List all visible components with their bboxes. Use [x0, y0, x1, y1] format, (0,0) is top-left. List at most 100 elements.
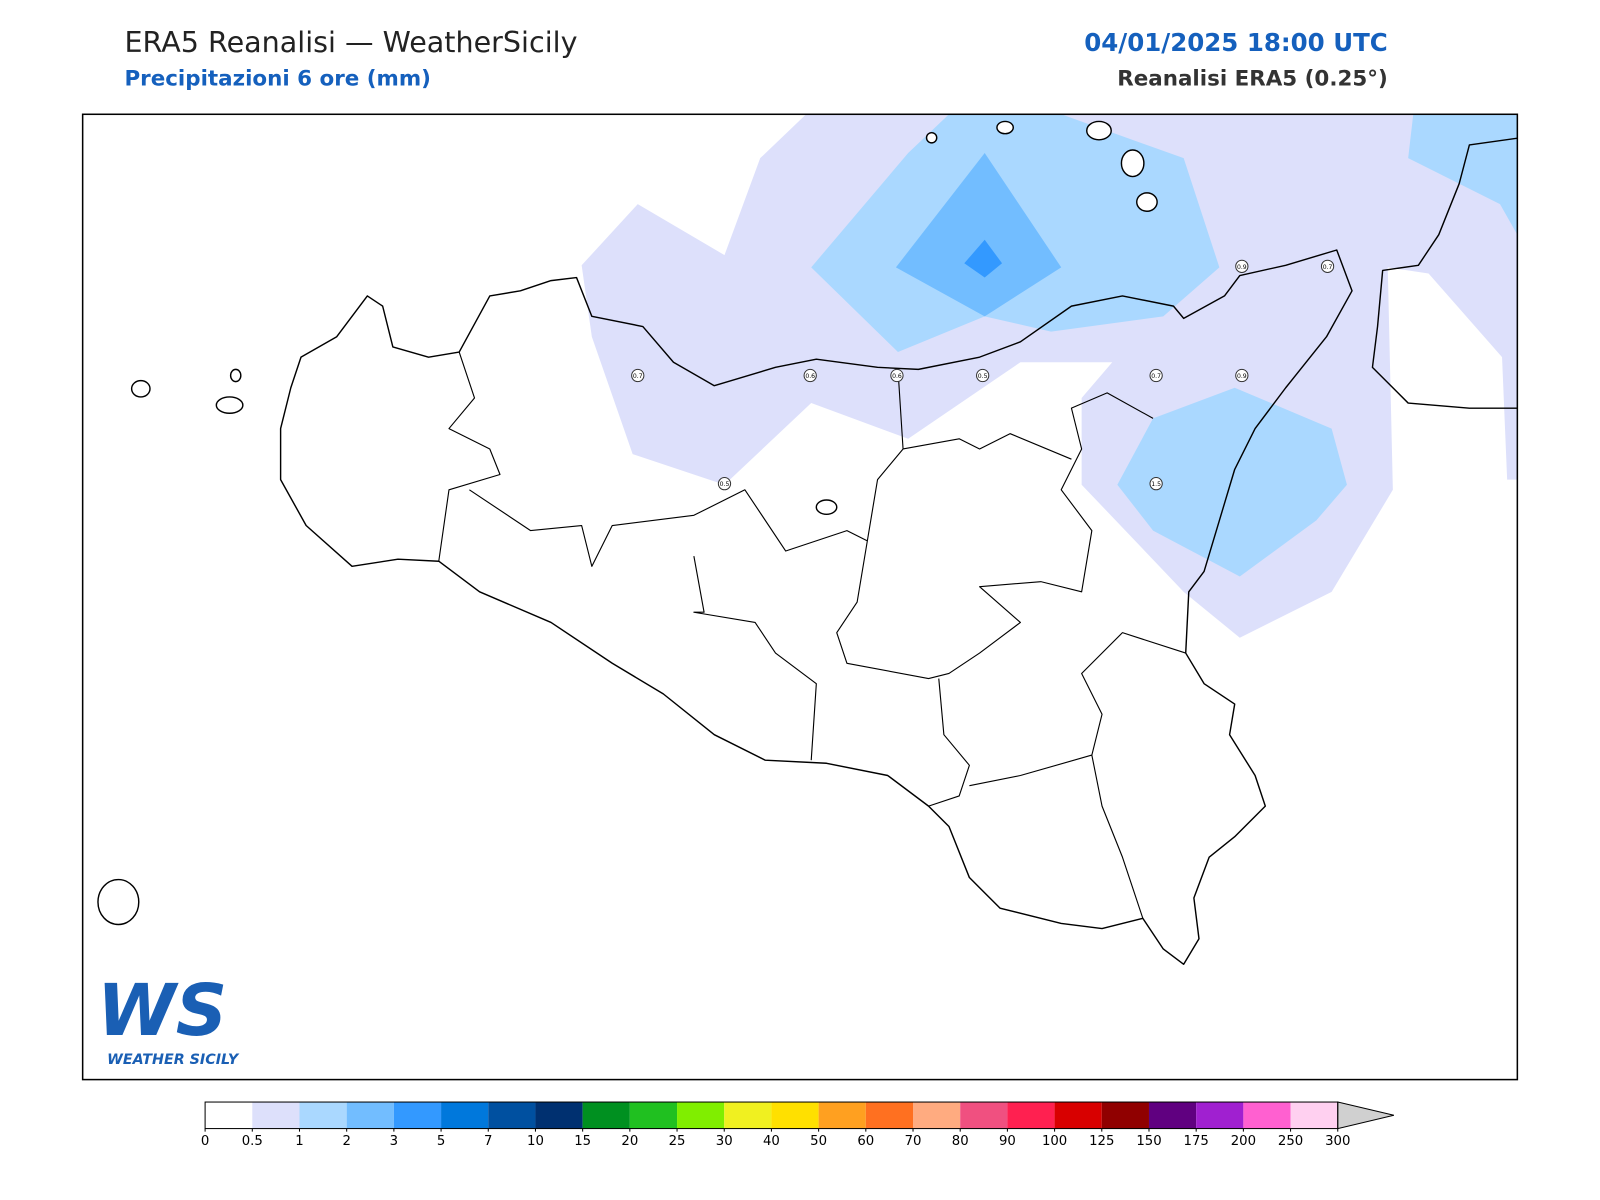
colorbar-bin	[1054, 1102, 1102, 1129]
logo: WS WEATHER SICILY	[97, 969, 240, 1068]
colorbar-bin	[535, 1102, 583, 1129]
point-label: 0.9	[1237, 373, 1247, 380]
colorbar-tick-label: 3	[390, 1134, 398, 1149]
point-marker	[717, 477, 732, 491]
colorbar-bin	[346, 1102, 394, 1129]
colorbar-bin	[724, 1102, 772, 1129]
colorbar-bin	[1290, 1102, 1338, 1129]
datetime: 04/01/2025 18:00 UTC	[1084, 28, 1388, 57]
colorbar-tick-label: 175	[1184, 1134, 1209, 1149]
colorbar-tick-label: 100	[1042, 1134, 1067, 1149]
colorbar-bin	[771, 1102, 819, 1129]
colorbar-tick-label: 70	[905, 1134, 922, 1149]
colorbar-bin	[677, 1102, 725, 1129]
colorbar-bin	[818, 1102, 866, 1129]
colorbar-bin	[1243, 1102, 1291, 1129]
precip-area	[1117, 387, 1347, 577]
colorbar-tick-label: 150	[1136, 1134, 1161, 1149]
sicily-coast	[279, 249, 1353, 965]
point-marker	[890, 368, 904, 383]
point-label: 0.7	[1323, 264, 1333, 271]
colorbar-bin	[488, 1102, 536, 1129]
colorbar-tick-label: 40	[763, 1134, 780, 1149]
colorbar-bin	[865, 1102, 914, 1129]
logo-mark: WS	[97, 969, 227, 1052]
colorbar-tick-label: 200	[1231, 1134, 1256, 1149]
colorbar-tick-label: 7	[484, 1134, 492, 1149]
island	[229, 368, 242, 383]
island	[815, 499, 838, 515]
colorbar-tick-label: 60	[857, 1134, 874, 1149]
island	[130, 379, 151, 398]
point-marker	[803, 368, 817, 383]
colorbar-bin	[1101, 1102, 1149, 1129]
island	[996, 120, 1014, 135]
colorbar-tick-label: 80	[952, 1134, 969, 1149]
colorbar-tick-label: 5	[437, 1134, 445, 1149]
colorbar-bin	[582, 1102, 630, 1129]
colorbar-bin	[1007, 1102, 1055, 1129]
colorbar-bin	[1196, 1102, 1244, 1129]
calabria-coast	[1371, 137, 1518, 409]
source: Reanalisi ERA5 (0.25°)	[1117, 67, 1387, 92]
point-marker	[1149, 477, 1163, 491]
colorbar-tick-label: 20	[621, 1134, 638, 1149]
colorbar-tick-label: 1	[295, 1134, 303, 1149]
point-label: 0.7	[1151, 373, 1161, 380]
colorbar-bin	[205, 1102, 253, 1129]
colorbar-bin	[252, 1102, 300, 1129]
island	[1120, 149, 1145, 178]
colorbar-tick-label: 30	[716, 1134, 733, 1149]
colorbar-tick-label: 125	[1089, 1134, 1114, 1149]
colorbar-bin	[629, 1102, 678, 1129]
point-marker	[1320, 259, 1335, 273]
colorbar-tick-label: 2	[342, 1134, 350, 1149]
island	[97, 878, 140, 926]
point-label: 0.5	[978, 373, 988, 380]
colorbar-tick-label: 50	[810, 1134, 827, 1149]
island	[1086, 120, 1112, 141]
colorbar-bin	[441, 1102, 489, 1129]
island	[215, 396, 244, 414]
colorbar-bin	[299, 1102, 347, 1129]
point-label: 0.6	[892, 373, 902, 380]
colorbar-bin	[960, 1102, 1008, 1129]
colorbar: 0 0.5 1 2 3 5 7 10 15 20 25 30 40 50 60 70 80 90 100 125 150…	[201, 1101, 1394, 1149]
point-marker	[976, 368, 990, 383]
point-marker	[1149, 368, 1163, 383]
logo-text: WEATHER SICILY	[107, 1052, 240, 1068]
point-label: 0.5	[720, 481, 730, 488]
island	[1136, 192, 1158, 212]
colorbar-tick-label: 25	[669, 1134, 686, 1149]
province-border	[438, 351, 1186, 919]
colorbar-tick-label: 0	[201, 1134, 209, 1149]
precip-area	[1408, 114, 1518, 235]
point-marker	[631, 368, 645, 383]
colorbar-extend	[1337, 1101, 1394, 1130]
colorbar-bin	[1148, 1102, 1197, 1129]
map-area: 0.7 0.6 0.6 0.5 0.7 0.9 0.5 1.5 0.9 0.7	[97, 114, 1518, 965]
point-marker	[1235, 368, 1249, 383]
colorbar-tick-label: 0.5	[242, 1134, 263, 1149]
subtitle: Precipitazioni 6 ore (mm)	[124, 67, 430, 92]
point-labels: 0.7 0.6 0.6 0.5 0.7 0.9 0.5 1.5 0.9 0.7	[631, 259, 1335, 491]
colorbar-tick-label: 250	[1278, 1134, 1303, 1149]
title: ERA5 Reanalisi — WeatherSicily	[124, 25, 577, 59]
colorbar-tick-label: 10	[527, 1134, 544, 1149]
colorbar-bin	[913, 1102, 961, 1129]
island	[925, 131, 938, 144]
colorbar-tick-label: 15	[574, 1134, 591, 1149]
precip-area	[895, 153, 1062, 317]
colorbar-tick-label: 90	[999, 1134, 1016, 1149]
point-label: 0.7	[633, 373, 643, 380]
point-label: 0.6	[805, 373, 815, 380]
colorbar-tick-label: 300	[1325, 1134, 1350, 1149]
precip-area	[964, 239, 1003, 278]
point-label: 1.5	[1151, 481, 1161, 488]
point-label: 0.9	[1237, 264, 1247, 271]
colorbar-bin	[393, 1102, 442, 1129]
point-marker	[1235, 259, 1249, 273]
map-frame	[81, 113, 1519, 1081]
